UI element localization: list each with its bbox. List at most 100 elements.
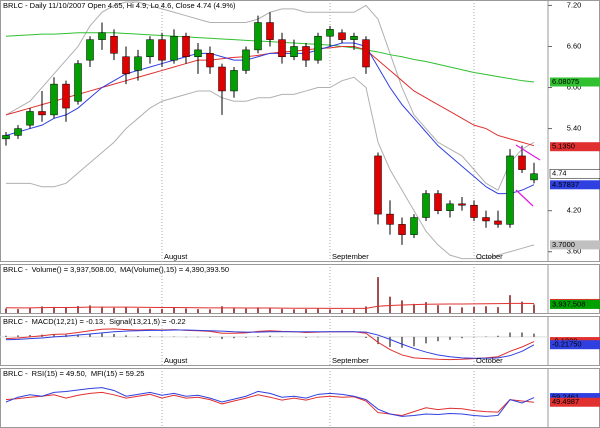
indicator-line: [5, 329, 535, 359]
volume-bar: [317, 308, 319, 313]
trend-line: [515, 144, 541, 161]
value-tag: [550, 142, 600, 152]
candle-body: [290, 46, 298, 57]
legend-entry: RSI(15) = 49.50,: [32, 369, 87, 378]
candle-body: [314, 35, 322, 61]
candle-body: [242, 49, 250, 71]
volume-bar: [533, 304, 535, 313]
value-tag-label: -0.21750: [552, 340, 582, 349]
indicator-line: [5, 302, 535, 309]
panel-title: BRLC -: [3, 317, 28, 326]
candle-body: [494, 220, 502, 225]
volume-bar: [185, 308, 187, 313]
indicator-line: [5, 387, 535, 417]
legend-entry: MFI(15) = 59.25: [91, 369, 145, 378]
volume-bar: [305, 309, 307, 313]
volume-bar: [173, 307, 175, 313]
candle-body: [362, 39, 370, 68]
indicator-line: [5, 45, 535, 147]
candle-body: [422, 193, 430, 218]
y-tick-label: 3.60: [567, 247, 582, 256]
volume-bar: [377, 277, 379, 313]
candle-body: [14, 128, 22, 136]
volume-bar: [353, 309, 355, 313]
candle-body: [374, 155, 382, 215]
value-tag-label: 3,937,508: [552, 299, 585, 308]
indicator-line: [5, 328, 535, 361]
value-tag-label: 3.7000: [552, 240, 575, 249]
candle-body: [206, 53, 214, 68]
volume-bar: [101, 306, 103, 313]
value-tag: [549, 168, 600, 179]
volume-bar: [269, 307, 271, 313]
candle-body: [194, 49, 202, 57]
plot-area: [2, 0, 538, 262]
volume-bar: [449, 306, 451, 313]
candle-body: [122, 56, 130, 75]
plot-area: [5, 264, 535, 314]
candle-body: [482, 217, 490, 222]
candle-body: [170, 35, 178, 61]
candle-body: [50, 83, 58, 116]
candle-body: [98, 32, 106, 40]
volume-bar: [365, 306, 367, 313]
value-tag-label: 4.57837: [552, 180, 579, 189]
indicator-line: [5, 391, 535, 416]
value-tag: [550, 180, 600, 190]
candle-body: [86, 39, 94, 61]
volume-bar: [329, 309, 331, 313]
volume-bar: [89, 305, 91, 313]
volume-bar: [437, 305, 439, 313]
candle-body: [278, 39, 286, 57]
candle-body: [182, 35, 190, 57]
candle-body: [506, 155, 514, 225]
volume-bar: [17, 309, 19, 313]
month-label: September: [332, 252, 369, 261]
candle-body: [470, 204, 478, 218]
y-tick-label: 6.60: [567, 41, 582, 50]
value-tag: [550, 340, 600, 350]
volume-bar: [125, 307, 127, 313]
volume-bar: [29, 307, 31, 313]
plot-area: [5, 368, 535, 428]
value-tag-label: 5.1350: [552, 142, 575, 151]
volume-bar: [293, 309, 295, 313]
panel-title: BRLC - Daily 11/10/2007 Open 4.65, Hi 4.…: [3, 1, 236, 10]
volume-bar: [521, 301, 523, 313]
legend-entry: MACD(12,21) = -0.13,: [32, 317, 106, 326]
candle-body: [326, 29, 334, 37]
candle-body: [254, 22, 262, 51]
candle-body: [530, 173, 538, 181]
volume-bar: [161, 308, 163, 313]
y-tick-label: 7.20: [567, 0, 582, 9]
volume-bar: [341, 309, 343, 313]
candle-body: [410, 217, 418, 235]
y-tick-label: 6.00: [567, 83, 582, 92]
candle-body: [266, 22, 274, 40]
month-label: October: [476, 356, 503, 365]
panel-title: BRLC -: [3, 265, 28, 274]
candle-body: [302, 46, 310, 61]
candle-body: [398, 224, 406, 235]
volume-bar: [65, 307, 67, 313]
volume-bar: [473, 306, 475, 313]
value-tag: [550, 393, 600, 403]
volume-bar: [113, 307, 115, 313]
value-tag-label: 6.08075: [552, 77, 579, 86]
value-tag-label: 59.2461: [552, 393, 579, 402]
value-tag: [550, 77, 600, 87]
legend-entry: Signal(13,21,5) = -0.22: [109, 317, 186, 326]
volume-bar: [5, 308, 7, 313]
legend-entry: Volume() = 3,937,508.00,: [32, 265, 116, 274]
candle-body: [230, 70, 238, 92]
month-label: September: [332, 356, 369, 365]
legend-entry: MA(Volume(),15) = 4,390,393.50: [120, 265, 229, 274]
volume-bar: [401, 300, 403, 313]
candle-body: [74, 63, 82, 102]
value-tag: [550, 397, 600, 407]
volume-bar: [149, 308, 151, 313]
candle-body: [62, 83, 70, 109]
candle-body: [350, 35, 358, 40]
